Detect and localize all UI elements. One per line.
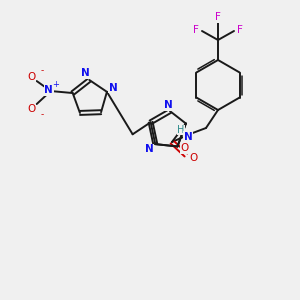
Text: F: F bbox=[237, 25, 243, 35]
Text: F: F bbox=[215, 12, 221, 22]
Text: +: + bbox=[52, 80, 59, 88]
Text: N: N bbox=[81, 68, 90, 78]
Text: N: N bbox=[44, 85, 53, 95]
Text: N: N bbox=[164, 100, 172, 110]
Text: O: O bbox=[180, 143, 189, 154]
Text: O: O bbox=[28, 104, 36, 114]
Text: -: - bbox=[40, 67, 43, 76]
Text: -: - bbox=[40, 110, 43, 119]
Text: N: N bbox=[109, 83, 117, 93]
Text: F: F bbox=[193, 25, 199, 35]
Text: N: N bbox=[145, 144, 154, 154]
Text: H: H bbox=[177, 125, 185, 135]
Text: N: N bbox=[184, 132, 192, 142]
Text: O: O bbox=[28, 72, 36, 82]
Text: O: O bbox=[189, 153, 197, 163]
